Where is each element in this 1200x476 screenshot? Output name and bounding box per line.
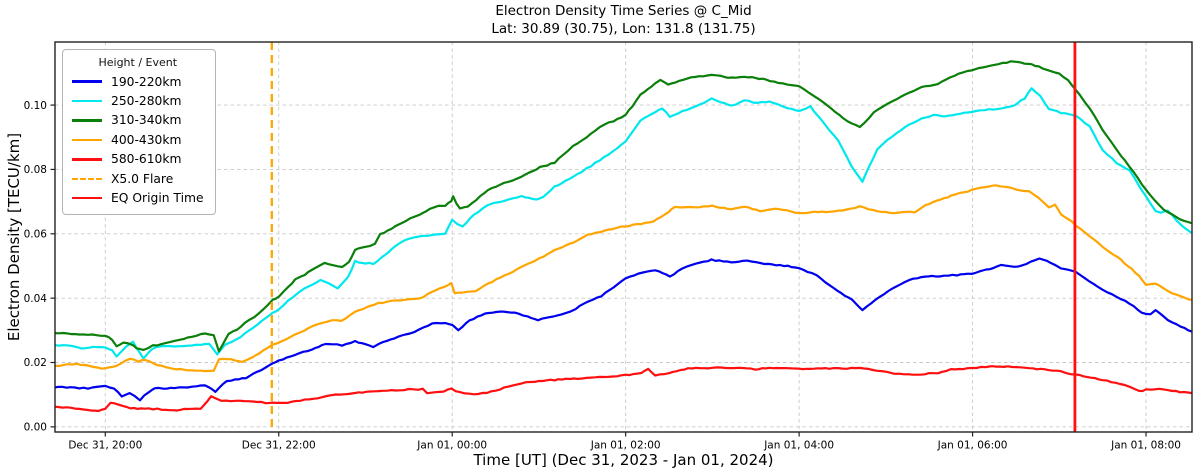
legend-item-x5-0-flare: X5.0 Flare xyxy=(72,169,204,188)
event-lines xyxy=(270,42,1077,432)
axis-ticks: Dec 31, 20:00 Dec 31, 22:00 Jan 01, 00:00 J… xyxy=(24,100,1181,452)
legend-item-310-340km: 310-340km xyxy=(72,111,204,130)
legend-label: 190-220km xyxy=(111,74,182,89)
legend-item-eq-origin-time: EQ Origin Time xyxy=(72,188,204,207)
legend-items: 190-220km 250-280km 310-340km 400-430km 580-… xyxy=(72,72,204,208)
legend-swatch xyxy=(72,119,102,122)
y-tick-label: 0.04 xyxy=(24,293,48,305)
legend-label: X5.0 Flare xyxy=(111,171,174,186)
legend-title: Height / Event xyxy=(98,56,178,69)
legend-swatch xyxy=(72,80,102,84)
x-tick-label: Jan 01, 06:00 xyxy=(937,440,1008,452)
legend-item-580-610km: 580-610km xyxy=(72,150,204,169)
title-block: Electron Density Time Series @ C_Mid Lat… xyxy=(55,3,1192,38)
axes-frame xyxy=(54,41,1193,433)
chart-subtitle: Lat: 30.89 (30.75), Lon: 131.8 (131.75) xyxy=(491,20,756,37)
x-axis-label: Time [UT] (Dec 31, 2023 - Jan 01, 2024) xyxy=(473,451,774,469)
series-line-310-340km xyxy=(55,60,1192,353)
series-line-250-280km xyxy=(55,87,1192,360)
legend-swatch xyxy=(72,157,102,161)
x-tick-label: Jan 01, 04:00 xyxy=(763,440,834,452)
series-lines xyxy=(55,60,1192,413)
legend-item-190-220km: 190-220km xyxy=(72,72,204,91)
x-tick-label: Dec 31, 22:00 xyxy=(242,440,316,452)
legend-label: EQ Origin Time xyxy=(111,191,204,206)
x-tick-label: Dec 31, 20:00 xyxy=(68,440,142,452)
series-line-190-220km xyxy=(55,257,1192,402)
legend-item-400-430km: 400-430km xyxy=(72,130,204,149)
y-axis-label: Electron Density [TECU/km] xyxy=(5,132,23,342)
y-tick-label: 0.02 xyxy=(24,357,47,369)
y-tick-label: 0.10 xyxy=(24,100,47,112)
chart-title: Electron Density Time Series @ C_Mid xyxy=(495,3,752,19)
legend-label: 310-340km xyxy=(111,113,182,128)
legend-swatch xyxy=(72,99,102,103)
gridlines xyxy=(55,42,1192,432)
x-tick-label: Jan 01, 02:00 xyxy=(590,440,661,452)
legend-swatch xyxy=(72,177,102,180)
series-line-580-610km xyxy=(55,365,1192,413)
x-tick-label: Jan 01, 08:00 xyxy=(1110,440,1181,452)
legend-label: 400-430km xyxy=(111,132,182,147)
legend-label: 250-280km xyxy=(111,94,182,109)
legend-swatch xyxy=(72,196,102,200)
y-tick-label: 0.08 xyxy=(24,164,47,176)
series-line-400-430km xyxy=(55,184,1192,373)
y-tick-label: 0.00 xyxy=(24,422,47,434)
legend-label: 580-610km xyxy=(111,152,182,167)
legend-item-250-280km: 250-280km xyxy=(72,91,204,110)
x-tick-label: Jan 01, 00:00 xyxy=(416,440,487,452)
y-tick-label: 0.06 xyxy=(24,228,48,240)
legend: Height / Event 190-220km 250-280km 310-340… xyxy=(62,49,216,215)
legend-swatch xyxy=(72,138,102,142)
